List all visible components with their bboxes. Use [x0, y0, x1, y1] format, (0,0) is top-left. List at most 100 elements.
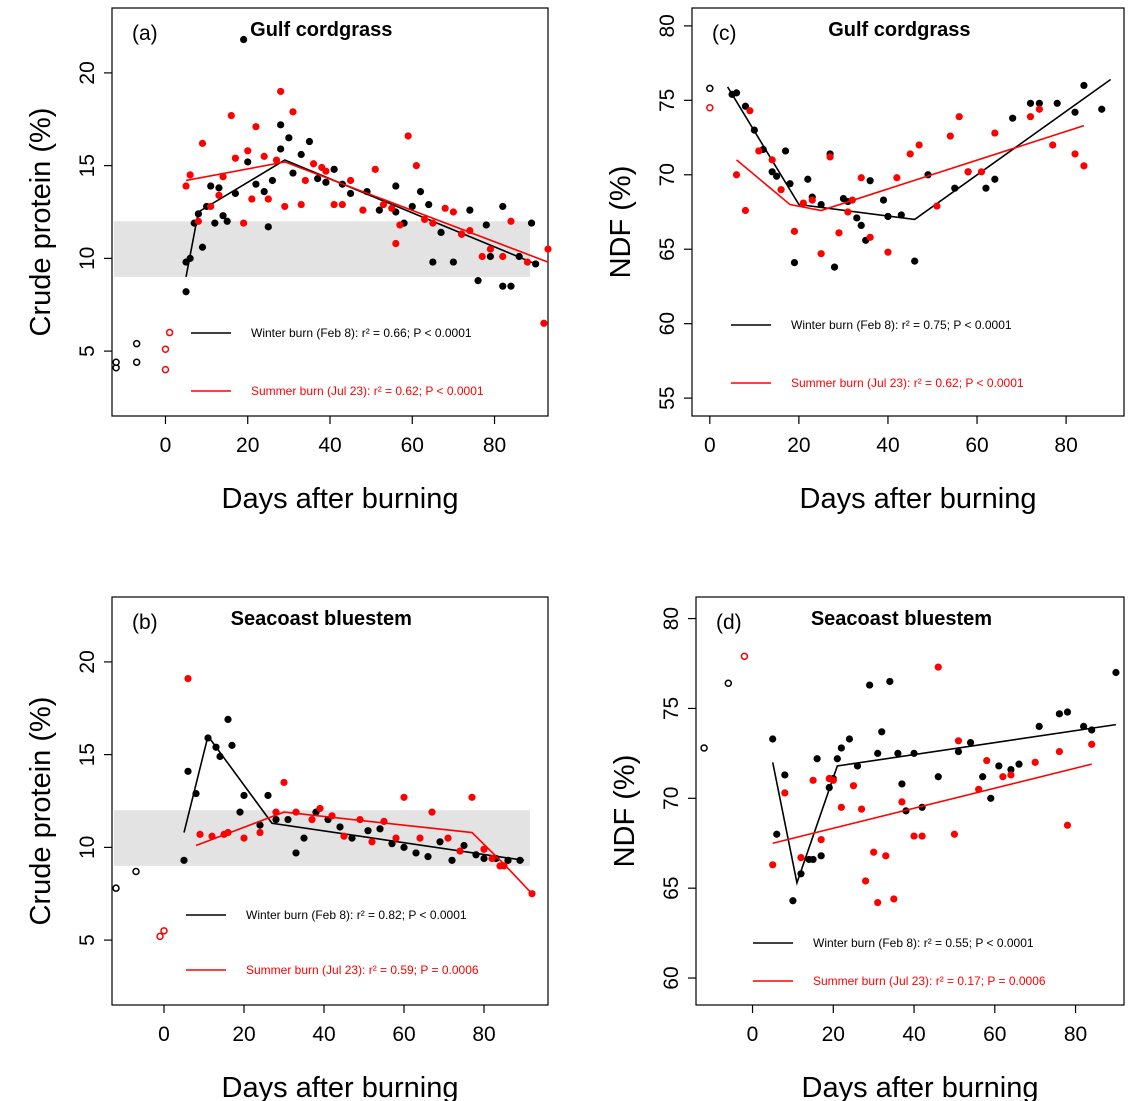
panel-title: Seacoast bluestem [811, 608, 992, 630]
summer-data-point [866, 233, 874, 241]
panel-title: Gulf cordgrass [828, 19, 970, 41]
summer-preburn-point [706, 104, 714, 112]
winter-data-point [1063, 708, 1072, 716]
summer-data-point [950, 830, 959, 838]
x-tick-label: 0 [158, 1023, 170, 1046]
winter-data-point [773, 172, 781, 180]
winter-data-point [297, 150, 305, 159]
winter-data-point [499, 282, 507, 290]
summer-data-point [416, 834, 424, 842]
winter-data-point [1035, 99, 1043, 107]
winter-data-point [228, 741, 236, 749]
summer-data-point [835, 229, 843, 237]
summer-data-point [371, 165, 379, 173]
summer-data-point [746, 107, 754, 115]
summer-series [156, 675, 536, 941]
winter-data-point [741, 102, 750, 110]
summer-data-point [227, 111, 235, 120]
x-tick-label: 60 [401, 434, 424, 457]
winter-data-point [364, 827, 372, 835]
winter-data-point [236, 808, 244, 816]
winter-data-point [804, 175, 812, 183]
winter-preburn-point [132, 358, 141, 366]
x-tick-label: 60 [965, 434, 988, 457]
winter-data-point [995, 762, 1003, 770]
summer-series [706, 104, 1088, 258]
winter-data-point [482, 221, 490, 229]
summer-data-point [946, 132, 954, 140]
summer-data-point [934, 663, 942, 671]
summer-data-point [289, 108, 297, 116]
summer-fit-line [185, 161, 549, 263]
summer-data-point [544, 245, 552, 253]
summer-data-point [983, 756, 991, 765]
winter-data-point [1035, 722, 1043, 731]
winter-data-point [348, 834, 356, 842]
winter-data-point [346, 189, 355, 198]
winter-data-point [240, 35, 248, 44]
summer-data-point [809, 776, 817, 784]
winter-data-point [215, 184, 223, 192]
threshold-band [114, 221, 530, 277]
summer-data-point [194, 217, 202, 225]
summer-data-point [368, 838, 376, 846]
y-axis-label: NDF (%) [609, 755, 641, 868]
x-tick-label: 80 [483, 434, 506, 457]
winter-data-point [934, 773, 942, 781]
winter-preburn-point [706, 84, 714, 93]
winter-data-point [1026, 99, 1035, 107]
y-tick-label: 20 [76, 650, 99, 673]
summer-data-point [874, 898, 882, 907]
summer-data-point [272, 156, 281, 164]
summer-data-point [1080, 162, 1088, 170]
summer-data-point [449, 208, 457, 216]
summer-data-point [260, 152, 268, 160]
winter-data-point [425, 200, 433, 209]
winter-data-point [833, 755, 841, 763]
winter-data-point [264, 223, 272, 231]
legend-label-winter: Winter burn (Feb 8): r² = 0.82; P < 0.00… [246, 908, 467, 922]
plot-frame [111, 596, 549, 1006]
winter-data-point [982, 184, 990, 192]
x-axis-label: Days after burning [802, 1072, 1039, 1101]
summer-data-point [790, 227, 799, 235]
summer-data-point [184, 675, 192, 683]
summer-data-point [991, 129, 999, 137]
winter-data-point [1053, 99, 1061, 107]
summer-data-point [316, 804, 324, 813]
winter-data-point [1080, 81, 1088, 90]
y-tick-label: 80 [656, 14, 679, 37]
winter-data-point [284, 815, 292, 824]
summer-data-point [388, 204, 396, 212]
winter-data-point [1080, 722, 1088, 731]
winter-data-point [330, 165, 338, 173]
winter-data-point [507, 282, 515, 290]
summer-data-point [441, 204, 449, 212]
summer-data-point [292, 808, 300, 816]
winter-data-point [499, 202, 507, 211]
panel-title: Seacoast bluestem [231, 608, 412, 630]
summer-data-point [248, 195, 256, 203]
winter-data-point [416, 188, 425, 196]
summer-data-point [817, 836, 825, 844]
winter-fit-line [185, 159, 536, 278]
winter-data-point [252, 180, 260, 188]
winter-data-point [207, 182, 215, 190]
winter-data-point [790, 259, 799, 267]
winter-data-point [448, 856, 456, 864]
summer-data-point [732, 171, 741, 179]
winter-data-point [894, 749, 902, 757]
legend-label-summer: Summer burn (Jul 23): r² = 0.62; P < 0.0… [791, 376, 1024, 390]
winter-data-point [219, 212, 227, 220]
summer-data-point [396, 221, 404, 229]
y-tick-label: 65 [656, 238, 679, 261]
y-tick-label: 5 [76, 934, 99, 946]
winter-data-point [886, 677, 894, 686]
winter-data-point [240, 791, 248, 800]
legend-label-winter: Winter burn (Feb 8): r² = 0.66; P < 0.00… [251, 326, 472, 340]
summer-data-point [196, 830, 204, 838]
x-tick-label: 40 [902, 1023, 925, 1046]
winter-data-point [375, 206, 383, 214]
summer-preburn-point [165, 328, 174, 337]
